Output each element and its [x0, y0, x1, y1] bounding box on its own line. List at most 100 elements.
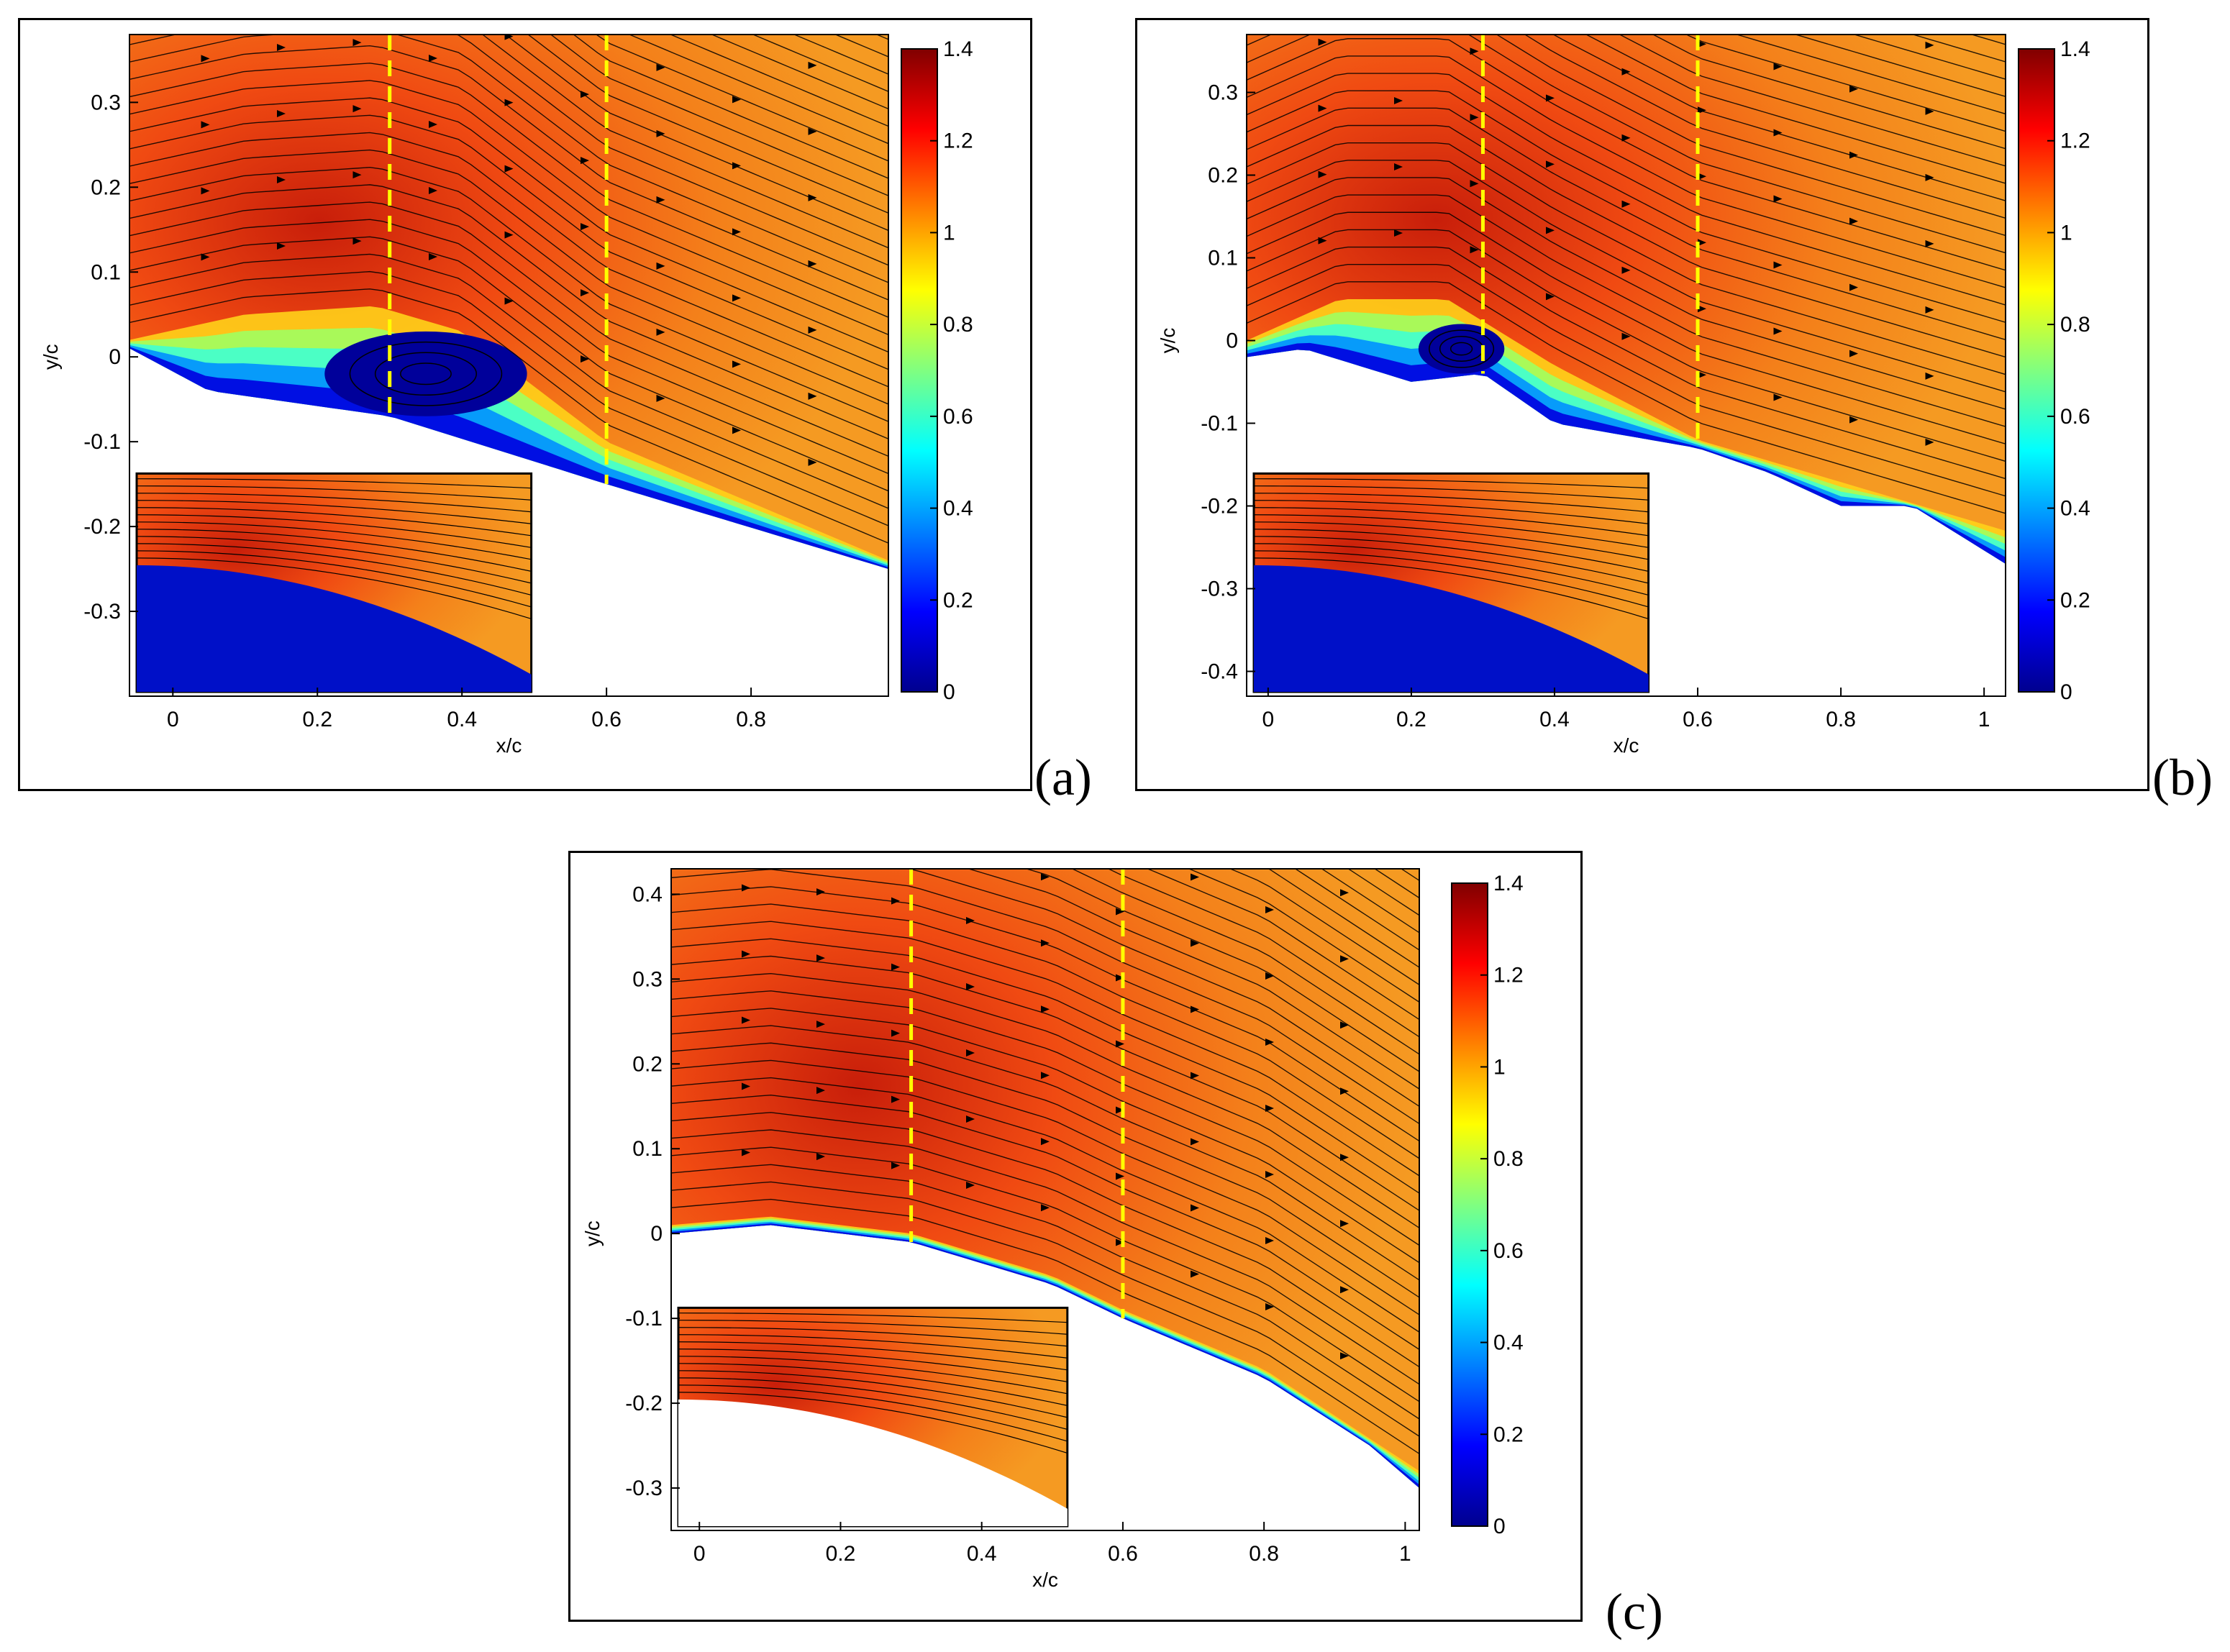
flow-arrow [1925, 173, 1934, 181]
flow-arrow [201, 55, 210, 63]
x-tick-label: 0 [167, 708, 179, 731]
streamline [129, 149, 888, 405]
flow-arrow [1925, 306, 1934, 314]
inset-streamline [1253, 521, 1649, 560]
flow-arrow [808, 61, 817, 69]
flow-arrow [742, 1082, 750, 1090]
inset-streamline [1253, 514, 1649, 548]
flow-arrow [1265, 1039, 1274, 1046]
inset-streamline [678, 1363, 1068, 1406]
inset-streamline [136, 536, 532, 584]
x-tick-label: 0.8 [1249, 1542, 1279, 1566]
recirculation-streamline [349, 341, 503, 406]
streamline [129, 132, 888, 388]
flow-arrow [732, 162, 741, 170]
streamline [1247, 160, 2006, 393]
streamline [1247, 35, 2006, 254]
flow-arrow [1116, 1040, 1124, 1048]
streamline [671, 1146, 1419, 1402]
flow-arrow [1041, 1072, 1050, 1080]
axes-frame [129, 34, 889, 697]
streamline [481, 35, 888, 249]
flow-arrow [1394, 229, 1403, 237]
flow-arrow [966, 982, 975, 990]
streamline [1247, 124, 2006, 358]
flow-arrow [1116, 974, 1124, 982]
streamline [1268, 869, 1419, 968]
flow-arrow [656, 196, 665, 204]
inset-streamline [678, 1348, 1068, 1382]
flow-arrow [1773, 195, 1783, 203]
flow-arrow [1849, 416, 1858, 424]
flow-arrow [656, 129, 665, 137]
panel-b: 0 0.2 0.4 0.6 0.8 1 x/c -0.4 -0.3 -0.2 -0.1 0 0.1 0.2… [1135, 18, 2149, 791]
x-tick-label: 0.4 [1539, 708, 1570, 731]
streamline [710, 35, 888, 110]
inset-streamline [136, 521, 532, 560]
colorbar-tick-label: 1.4 [2060, 37, 2090, 61]
panel-label-b: (b) [2152, 749, 2213, 806]
panel-label-c: (c) [1606, 1583, 1663, 1640]
inset-streamline [1253, 550, 1649, 608]
flow-arrow [966, 1115, 975, 1123]
x-tick-label: 0.4 [447, 708, 477, 731]
colorbar-tick-label: 0.4 [1493, 1331, 1524, 1355]
streamline [1229, 869, 1419, 985]
inset-streamline [678, 1334, 1068, 1359]
flow-arrow [1340, 1220, 1349, 1228]
inset-streamline [678, 1377, 1068, 1430]
flow-arrow [1546, 94, 1555, 102]
flow-arrow [1698, 106, 1706, 114]
flow-arrow [1394, 163, 1403, 170]
flow-arrow [732, 426, 741, 434]
streamline [129, 45, 888, 301]
streamline [671, 1164, 1419, 1420]
flow-arrow [352, 39, 362, 47]
separation-bubble [1418, 324, 1505, 374]
chart-c: 0 0.2 0.4 0.6 0.8 1 x/c -0.3 -0.2 -0.1 0 0.1 0.2 0.3 0… [581, 868, 1524, 1591]
separation-bubble [324, 331, 527, 416]
flow-arrow [1116, 1238, 1124, 1246]
flow-arrow [504, 165, 514, 173]
flow-arrow [201, 187, 210, 195]
flow-arrow [732, 228, 741, 236]
flow-arrow [429, 187, 437, 195]
streamline [967, 869, 1419, 1090]
flow-arrow [504, 231, 514, 239]
streamline [671, 1129, 1419, 1385]
streamline [129, 35, 888, 283]
colorbar-tick-label: 1.2 [1493, 964, 1524, 987]
streamline [1793, 35, 2006, 97]
streamline [129, 288, 888, 544]
flow-arrow [1318, 104, 1327, 112]
x-tick-label: 1 [1399, 1542, 1411, 1566]
colorbar-tick-label: 0.2 [943, 588, 973, 612]
shear-layer-band [129, 347, 888, 570]
y-tick-label: 0.2 [1208, 164, 1238, 188]
flow-arrow [1318, 237, 1327, 245]
flow-arrow [1925, 438, 1934, 446]
streamline [671, 1008, 1419, 1264]
flow-arrow [352, 237, 362, 245]
colorbar [901, 48, 938, 693]
flow-arrow [1925, 372, 1934, 380]
x-tick-label: 0 [693, 1542, 706, 1566]
streamline [1247, 229, 2006, 462]
streamline [752, 35, 888, 92]
inset-streamline [136, 529, 532, 572]
y-tick-label: -0.2 [1201, 495, 1238, 519]
flow-arrow [352, 105, 362, 113]
colorbar-tick-label: 1.2 [943, 129, 973, 153]
x-axis-label: x/c [1032, 1569, 1058, 1591]
flow-arrow [429, 55, 437, 63]
flow-arrow [277, 175, 286, 183]
panel-a: 0 0.2 0.4 0.6 0.8 x/c -0.3 -0.2 -0.1 0 0.1 0.2 0.3 y/… [18, 18, 1032, 791]
streamline [129, 236, 888, 492]
flow-arrow [1773, 261, 1783, 269]
flow-arrow [504, 35, 514, 40]
streamline [1247, 264, 2006, 497]
flow-arrow [808, 326, 817, 334]
inset-streamline [1253, 557, 1649, 620]
flow-arrow [742, 1016, 750, 1024]
flow-arrow [656, 63, 665, 71]
